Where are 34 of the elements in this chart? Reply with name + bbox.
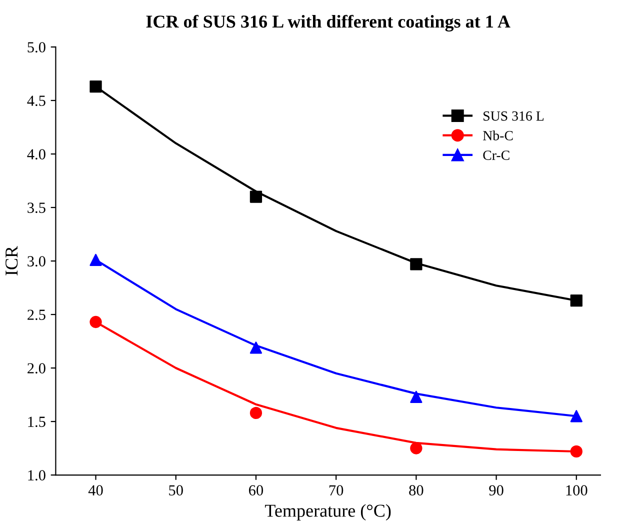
y-tick-label: 3.0 <box>28 256 46 267</box>
y-tick-label: 3.5 <box>28 202 46 214</box>
y-tick-label: 1.0 <box>28 470 46 481</box>
x-tick-label: 50 <box>169 485 183 496</box>
point <box>570 410 582 422</box>
y-tick-label: 2.0 <box>28 363 46 374</box>
y-tick-label: 2.5 <box>28 310 46 320</box>
point <box>410 390 422 403</box>
legend-label: SUS 316 L <box>484 111 544 121</box>
x-tick-label: 100 <box>566 485 588 496</box>
x-tick-label: 80 <box>409 485 424 496</box>
chart-title: ICR of SUS 316 L with different coatings at 1 A <box>146 14 510 32</box>
point <box>90 80 102 93</box>
y-tick-label: 4.5 <box>27 96 46 106</box>
x-tick-label: 40 <box>88 485 103 496</box>
x-tick-label: 60 <box>248 485 264 496</box>
y-tick-label: 5.0 <box>28 42 46 52</box>
x-axis-title: Temperature (°C) <box>265 504 391 521</box>
y-tick-label: 1.5 <box>28 416 46 428</box>
point <box>410 442 422 454</box>
point <box>90 316 102 328</box>
point <box>410 258 422 270</box>
x-tick-label: 90 <box>489 485 504 496</box>
point <box>90 254 102 266</box>
legend-label: Nb-C <box>483 130 513 140</box>
y-axis-title: ICR <box>6 246 18 276</box>
point <box>250 406 262 420</box>
y-tick-label: 4.0 <box>27 149 46 160</box>
point <box>570 294 582 307</box>
point <box>250 190 262 203</box>
point <box>570 445 582 458</box>
point <box>250 342 262 354</box>
legend-label: Cr-C <box>483 150 510 160</box>
x-tick-label: 70 <box>329 485 344 496</box>
